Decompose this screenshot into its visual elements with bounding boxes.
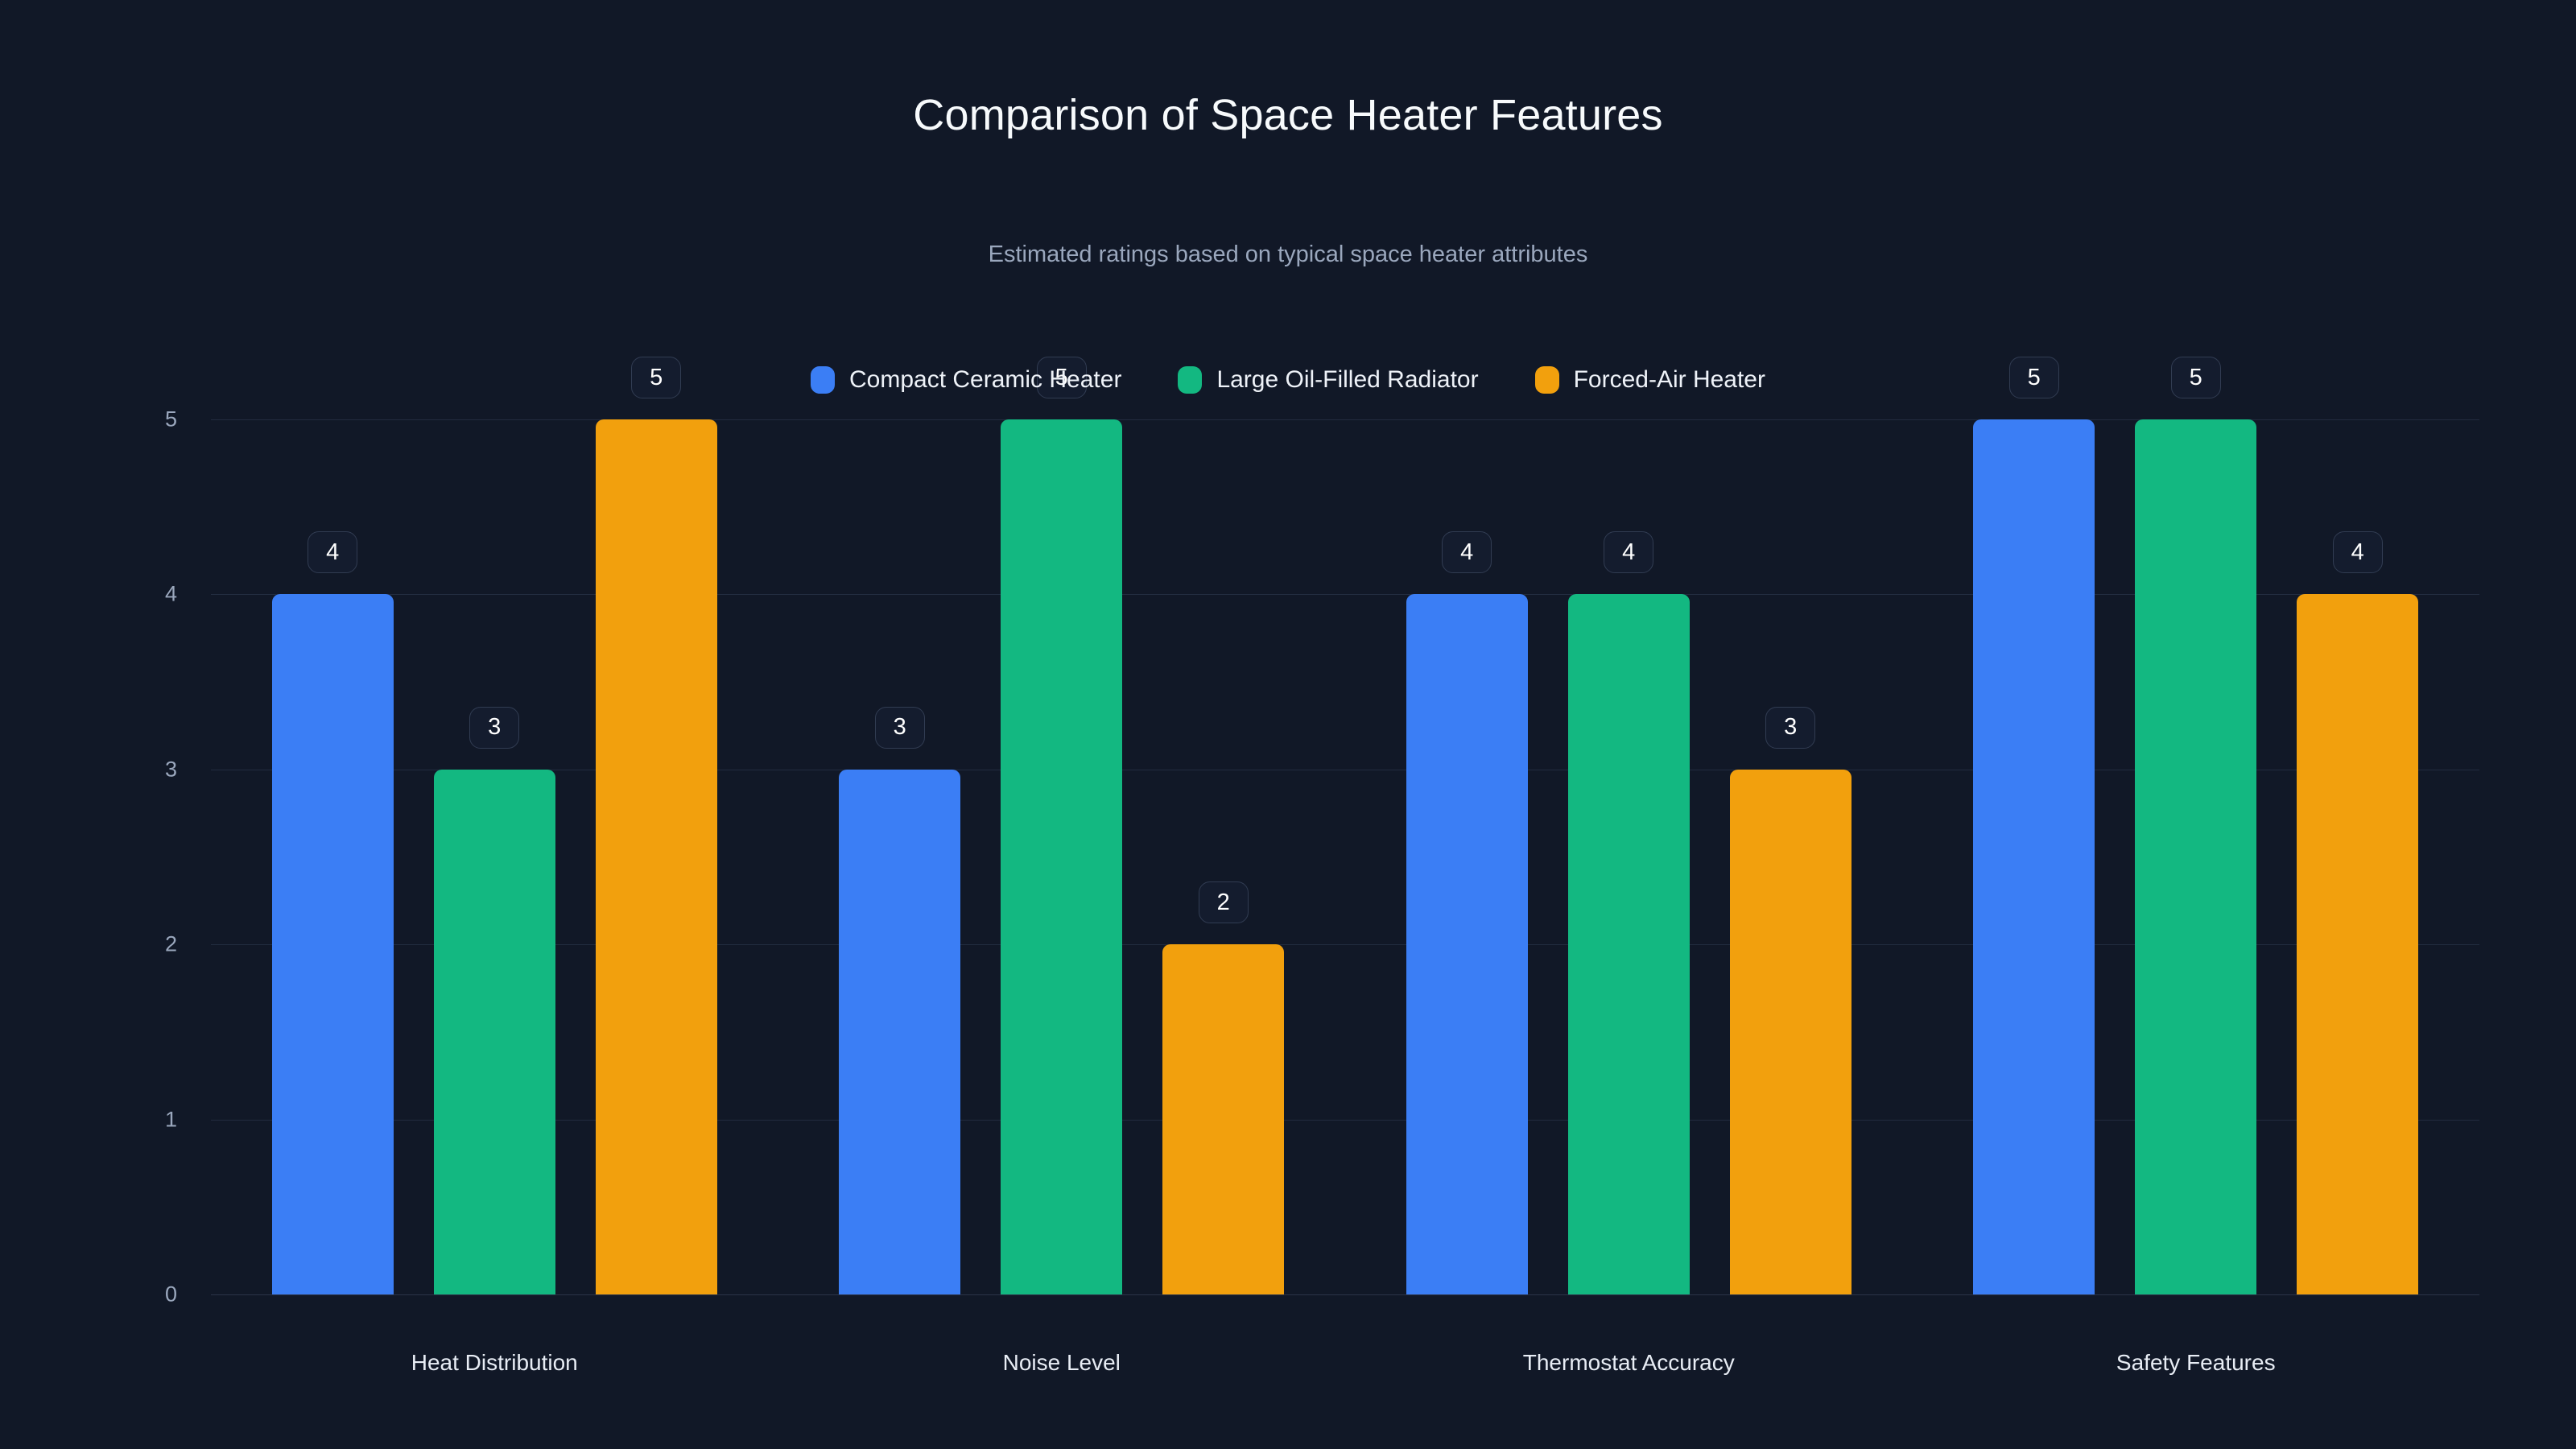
bar[interactable] xyxy=(2297,594,2419,1294)
gridline xyxy=(211,1294,2479,1295)
plot-area xyxy=(211,419,2479,1295)
legend-swatch-icon xyxy=(1534,366,1559,394)
bar[interactable] xyxy=(1567,594,1690,1294)
chart-legend: Compact Ceramic Heater Large Oil-Filled … xyxy=(0,366,2576,394)
gridline xyxy=(211,944,2479,946)
bar[interactable] xyxy=(433,769,555,1294)
bar-value-badge: 5 xyxy=(1036,357,1087,398)
bar-value-badge: 4 xyxy=(1442,531,1492,574)
chart-subtitle: Estimated ratings based on typical space… xyxy=(988,242,1588,267)
legend-item-label: Compact Ceramic Heater xyxy=(849,366,1122,393)
bar-value-badge: 4 xyxy=(308,531,358,574)
bar[interactable] xyxy=(1001,419,1123,1294)
gridline xyxy=(211,419,2479,420)
bar-value-badge: 3 xyxy=(874,706,925,749)
y-axis-tick-label: 0 xyxy=(164,1282,177,1307)
legend-item-forced-air-heater[interactable]: Forced-Air Heater xyxy=(1534,366,1765,394)
bar-value-badge: 2 xyxy=(1198,881,1249,924)
bar-value-badge: 5 xyxy=(2008,357,2059,398)
y-axis-tick-label: 2 xyxy=(164,931,177,956)
bar-value-badge: 4 xyxy=(2332,531,2383,574)
legend-item-label: Forced-Air Heater xyxy=(1573,366,1765,393)
bar[interactable] xyxy=(2135,419,2257,1294)
bar[interactable] xyxy=(595,419,717,1294)
legend-swatch-icon xyxy=(1178,366,1203,394)
bar-value-badge: 3 xyxy=(1765,706,1816,749)
x-axis-category-label: Heat Distribution xyxy=(411,1350,578,1375)
x-axis-category-label: Noise Level xyxy=(1002,1350,1121,1375)
bar-value-badge: 5 xyxy=(2170,357,2221,398)
x-axis-category-label: Safety Features xyxy=(2116,1350,2276,1375)
y-axis-tick-label: 5 xyxy=(164,407,177,431)
legend-item-compact-ceramic-heater[interactable]: Compact Ceramic Heater xyxy=(811,366,1121,394)
bar[interactable] xyxy=(271,594,394,1294)
gridline xyxy=(211,1119,2479,1121)
y-axis-tick-label: 4 xyxy=(164,581,177,606)
bar-value-badge: 5 xyxy=(631,357,682,398)
legend-item-large-oil-filled-radiator[interactable]: Large Oil-Filled Radiator xyxy=(1178,366,1479,394)
bar-value-badge: 4 xyxy=(1604,531,1654,574)
legend-swatch-icon xyxy=(811,366,835,394)
bar[interactable] xyxy=(1973,419,2095,1294)
chart-title: Comparison of Space Heater Features xyxy=(913,91,1663,139)
gridline xyxy=(211,594,2479,596)
bar-value-badge: 3 xyxy=(469,706,520,749)
bar[interactable] xyxy=(839,769,961,1294)
y-axis-tick-label: 1 xyxy=(164,1107,177,1132)
bar[interactable] xyxy=(1162,944,1285,1294)
x-axis-category-label: Thermostat Accuracy xyxy=(1522,1350,1735,1375)
bar[interactable] xyxy=(1729,769,1852,1294)
legend-item-label: Large Oil-Filled Radiator xyxy=(1216,366,1479,393)
bar[interactable] xyxy=(1406,594,1528,1294)
y-axis-tick-label: 3 xyxy=(164,757,177,782)
